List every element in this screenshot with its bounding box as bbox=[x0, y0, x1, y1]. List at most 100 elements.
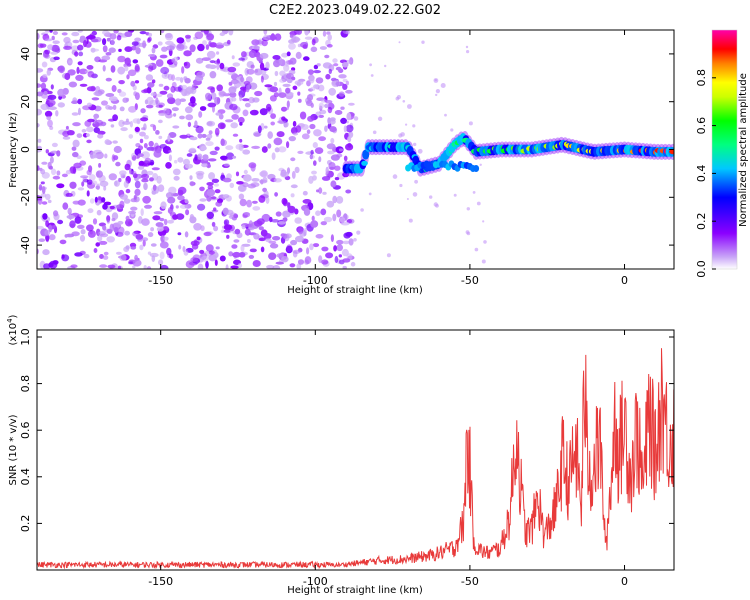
noise-blob bbox=[282, 83, 291, 87]
noise-blob bbox=[325, 100, 333, 104]
noise-blob bbox=[79, 35, 86, 41]
noise-blob bbox=[117, 66, 126, 75]
noise-blob bbox=[117, 220, 124, 225]
noise-blob bbox=[110, 124, 115, 128]
noise-blob bbox=[172, 214, 179, 220]
noise-blob bbox=[160, 66, 170, 75]
noise-blob bbox=[163, 107, 170, 115]
noise-blob bbox=[106, 220, 110, 224]
noise-blob bbox=[102, 30, 110, 35]
noise-blob bbox=[323, 216, 333, 223]
noise-blob bbox=[119, 254, 127, 262]
noise-blob bbox=[45, 220, 49, 228]
noise-blob bbox=[40, 168, 46, 175]
noise-blob bbox=[347, 136, 352, 143]
noise-blob bbox=[87, 230, 96, 238]
noise-blob bbox=[263, 30, 268, 35]
noise-blob bbox=[93, 91, 102, 96]
noise-blob bbox=[202, 154, 209, 161]
noise-blob bbox=[292, 132, 299, 136]
noise-blob bbox=[125, 245, 130, 250]
noise-blob bbox=[158, 135, 163, 140]
noise-blob bbox=[297, 91, 301, 96]
noise-blob bbox=[213, 207, 217, 211]
noise-blob bbox=[292, 249, 301, 254]
sparse-blob bbox=[421, 40, 425, 44]
noise-blob bbox=[304, 256, 312, 265]
noise-blob bbox=[109, 223, 115, 232]
noise-blob bbox=[37, 32, 40, 40]
noise-blob bbox=[267, 131, 274, 139]
noise-blob bbox=[240, 244, 245, 252]
colorbar-tick-label: 0.0 bbox=[695, 260, 708, 278]
noise-blob bbox=[73, 162, 82, 169]
noise-blob bbox=[159, 217, 165, 222]
noise-blob bbox=[261, 146, 268, 153]
noise-blob bbox=[176, 43, 185, 51]
sparse-blob bbox=[433, 78, 439, 83]
sparse-blob bbox=[479, 163, 482, 166]
noise-blob bbox=[289, 57, 297, 65]
noise-blob bbox=[219, 32, 225, 37]
noise-blob bbox=[68, 60, 73, 64]
noise-blob bbox=[40, 181, 45, 185]
noise-blob bbox=[86, 102, 92, 108]
noise-blob bbox=[63, 36, 71, 44]
noise-blob bbox=[247, 183, 256, 189]
noise-blob bbox=[302, 44, 308, 49]
x-tick-label: -100 bbox=[303, 575, 328, 588]
noise-blob bbox=[114, 180, 118, 186]
sparse-blob bbox=[406, 198, 409, 200]
sparse-blob bbox=[360, 208, 364, 212]
noise-blob bbox=[311, 215, 315, 222]
noise-blob bbox=[111, 218, 116, 222]
noise-blob bbox=[310, 149, 314, 155]
noise-blob bbox=[333, 245, 337, 252]
noise-blob bbox=[208, 40, 212, 47]
noise-blob bbox=[286, 73, 294, 80]
noise-blob bbox=[205, 260, 209, 269]
noise-blob bbox=[210, 92, 217, 100]
noise-blob bbox=[276, 131, 285, 138]
noise-blob bbox=[230, 265, 239, 269]
noise-blob bbox=[106, 236, 115, 243]
noise-blob bbox=[189, 175, 193, 180]
y-tick-label: -20 bbox=[19, 188, 32, 206]
noise-blob bbox=[194, 31, 204, 40]
noise-blob bbox=[226, 39, 231, 45]
sparse-blob bbox=[472, 191, 476, 194]
noise-blob bbox=[86, 179, 93, 185]
noise-blob bbox=[118, 119, 125, 127]
noise-blob bbox=[159, 144, 168, 149]
noise-blob bbox=[83, 253, 90, 259]
sparse-blob bbox=[402, 100, 406, 103]
noise-blob bbox=[258, 179, 268, 184]
noise-blob bbox=[116, 251, 122, 255]
noise-blob bbox=[209, 71, 217, 79]
noise-blob bbox=[183, 249, 189, 256]
noise-blob bbox=[345, 143, 354, 151]
noise-blob bbox=[37, 138, 42, 143]
noise-blob bbox=[118, 48, 122, 53]
noise-blob bbox=[249, 109, 259, 116]
noise-blob bbox=[232, 155, 237, 159]
noise-blob bbox=[139, 131, 146, 137]
noise-blob bbox=[286, 244, 293, 253]
noise-blob bbox=[336, 239, 344, 245]
noise-blob bbox=[197, 263, 204, 269]
noise-blob bbox=[241, 51, 247, 58]
sparse-blob bbox=[353, 116, 359, 121]
noise-blob bbox=[209, 150, 218, 156]
noise-blob bbox=[269, 243, 279, 249]
noise-blob bbox=[238, 57, 245, 61]
noise-blob bbox=[101, 55, 111, 61]
noise-blob bbox=[148, 65, 154, 72]
noise-blob bbox=[211, 178, 220, 183]
noise-blob bbox=[76, 66, 80, 74]
noise-blob bbox=[326, 200, 335, 208]
noise-blob bbox=[87, 71, 95, 78]
sparse-blob bbox=[481, 259, 486, 264]
noise-blob bbox=[99, 254, 104, 259]
noise-blob bbox=[254, 68, 259, 73]
noise-blob bbox=[302, 190, 308, 196]
